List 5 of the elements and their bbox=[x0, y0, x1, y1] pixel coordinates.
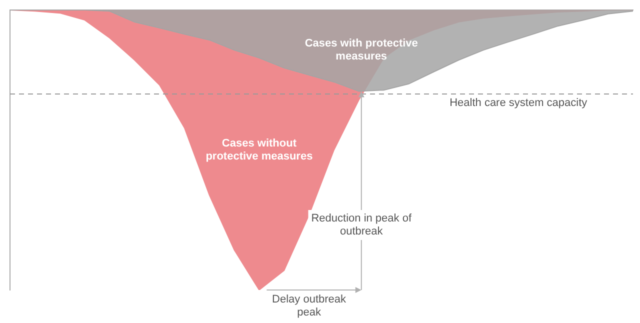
ref-line-label: Health care system capacity bbox=[450, 97, 588, 110]
annotation: Cases with protective measures bbox=[304, 38, 418, 63]
text: Delay outbreak peak bbox=[272, 294, 347, 319]
annotation: Reduction in peak of outbreak bbox=[311, 212, 412, 238]
annotation: Cases without protective measures bbox=[206, 138, 313, 163]
